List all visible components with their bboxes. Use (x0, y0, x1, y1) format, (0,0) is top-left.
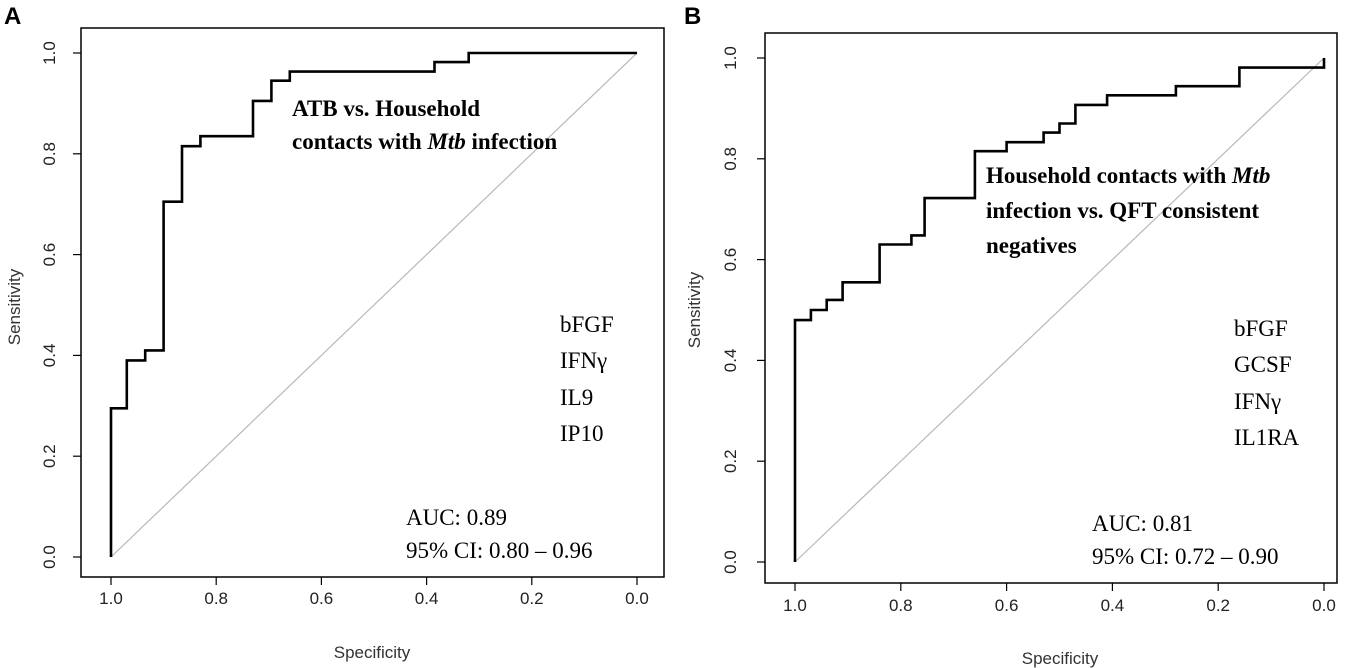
x-tick-label: 0.2 (520, 589, 544, 608)
y-tick-label: 0.8 (40, 142, 59, 166)
analyte-label: bFGF (1234, 316, 1288, 341)
x-tick-label: 0.8 (204, 589, 228, 608)
auc-label: AUC: 0.89 (406, 505, 507, 530)
y-axis-label: Sensitivity (5, 268, 24, 345)
y-tick-label: 0.0 (40, 545, 59, 569)
chart-title: Household contacts with Mtb infection vs… (986, 163, 1276, 258)
reference-diagonal-line (794, 57, 1325, 563)
analyte-label: GCSF (1234, 352, 1292, 377)
x-tick-label: 0.6 (310, 589, 334, 608)
x-axis-label: Specificity (1022, 649, 1099, 668)
analyte-label: IFNγ (560, 348, 607, 373)
analyte-label: IL9 (560, 385, 593, 410)
title-line-1: ATB vs. Household (292, 96, 486, 121)
roc-panel-b: B 1.0 0.8 0.6 0.4 0.2 0.0 0.0 0.2 0.4 0.6 0.8 1.0 S… (684, 3, 1338, 668)
title-line-2: contacts with Mtb infection (292, 129, 557, 154)
y-tick-label: 1.0 (721, 46, 740, 70)
title-segment: negatives (986, 233, 1077, 258)
title-segment-italic: Mtb (426, 129, 465, 154)
plot-area (764, 32, 1338, 584)
title-segment: Household contacts with (986, 163, 1232, 188)
x-tick-label: 1.0 (783, 596, 807, 615)
panel-letter: A (4, 3, 21, 30)
panel-letter: B (684, 3, 701, 30)
title-segment: infection (466, 129, 558, 154)
x-axis-label: Specificity (334, 643, 411, 662)
y-tick-label: 1.0 (40, 41, 59, 65)
x-tick-label: 0.0 (625, 589, 649, 608)
analyte-label: bFGF (560, 312, 614, 337)
y-tick-label: 0.0 (721, 550, 740, 574)
analyte-label: IFNγ (1234, 389, 1281, 414)
x-tick-label: 0.0 (1312, 596, 1336, 615)
y-tick-label: 0.8 (721, 147, 740, 171)
y-tick-label: 0.2 (721, 449, 740, 473)
x-tick-label: 0.8 (889, 596, 913, 615)
title-segment: ATB vs. Household (292, 96, 480, 121)
title-segment: contacts with (292, 129, 427, 154)
chart-title: ATB vs. Household contacts with Mtb infe… (292, 96, 557, 154)
y-tick-label: 0.6 (40, 243, 59, 267)
plot-area (80, 27, 665, 578)
reference-diagonal-line (110, 52, 638, 558)
y-tick-label: 0.4 (721, 349, 740, 373)
y-tick-label: 0.2 (40, 444, 59, 468)
roc-panel-a: A 1.0 0.8 0.6 0.4 0.2 0.0 0.0 0.2 0.4 0.6 0.8 1.0 S… (4, 3, 665, 662)
roc-curve-line (109, 51, 637, 557)
title-line-2: infection vs. QFT consistent (986, 198, 1265, 223)
auc-label: AUC: 0.81 (1092, 511, 1193, 536)
x-tick-label: 0.2 (1206, 596, 1230, 615)
analyte-label: IP10 (560, 421, 603, 446)
analyte-label: IL1RA (1234, 425, 1300, 450)
y-tick-label: 0.6 (721, 248, 740, 272)
roc-curve-line (793, 58, 1326, 562)
title-line-1: Household contacts with Mtb (986, 163, 1276, 188)
x-tick-label: 0.6 (995, 596, 1019, 615)
title-segment: infection vs. QFT consistent (986, 198, 1259, 223)
y-tick-label: 0.4 (40, 344, 59, 368)
x-tick-label: 1.0 (99, 589, 123, 608)
x-tick-label: 0.4 (1101, 596, 1125, 615)
title-segment-italic: Mtb (1231, 163, 1270, 188)
ci-label: 95% CI: 0.72 – 0.90 (1092, 544, 1279, 569)
y-axis-label: Sensitivity (685, 271, 704, 348)
x-tick-label: 0.4 (415, 589, 439, 608)
title-line-3: negatives (986, 233, 1077, 258)
ci-label: 95% CI: 0.80 – 0.96 (406, 538, 593, 563)
